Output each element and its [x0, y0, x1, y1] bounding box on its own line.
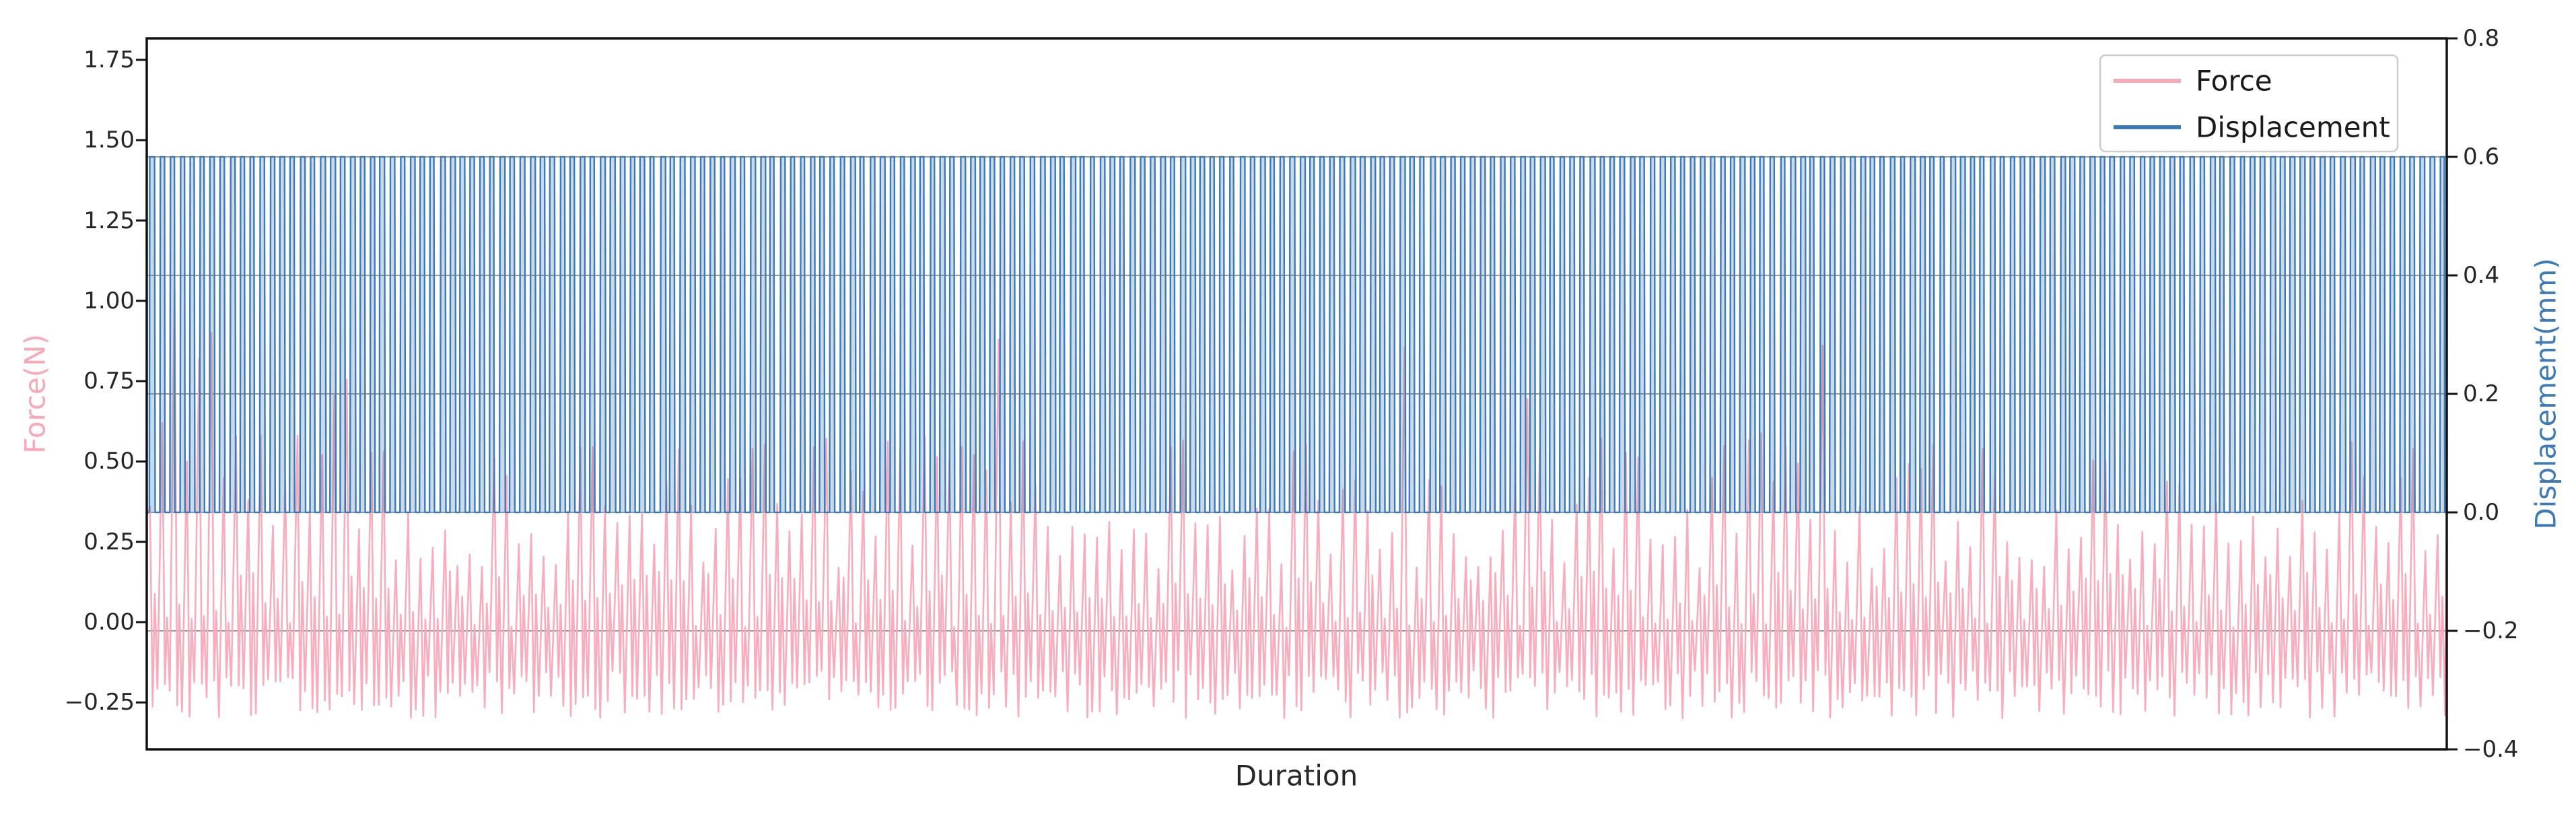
- left-axis-tick-labels: 1.75 1.50 1.25 1.00 0.75 0.50 0.25 0.00 …: [65, 46, 135, 716]
- right-axis-tick-label: −0.2: [2463, 617, 2519, 644]
- tick-marks-group: [136, 37, 2458, 751]
- right-axis-tick-label: −0.4: [2463, 736, 2519, 763]
- right-axis-tick-labels: 0.8 0.6 0.4 0.2 0.0 −0.2 −0.4: [2463, 25, 2519, 763]
- force-axis-label: Force(N): [19, 334, 52, 454]
- right-axis-tick-label: 0.4: [2463, 262, 2499, 289]
- left-axis-tick-label: 0.00: [83, 609, 135, 636]
- force-line: [147, 287, 2447, 720]
- right-axis-tick-label: 0.6: [2463, 143, 2499, 170]
- left-axis-tick-label: 1.75: [83, 46, 135, 73]
- right-axis-tick-label: 0.2: [2463, 380, 2499, 407]
- x-axis-label: Duration: [1235, 759, 1358, 792]
- displacement-legend-label: Displacement: [2196, 111, 2390, 144]
- right-axis-tick-label: 0.0: [2463, 499, 2499, 526]
- right-axis-tick-label: 0.8: [2463, 25, 2499, 52]
- force-legend-label: Force: [2196, 65, 2272, 98]
- left-axis-tick-label: 0.50: [83, 448, 135, 475]
- legend-entry-displacement: Displacement: [2114, 111, 2390, 144]
- series-group: [147, 156, 2447, 720]
- displacement-axis-label: Displacement(mm): [2530, 258, 2563, 529]
- left-axis-tick-label: 1.50: [83, 127, 135, 154]
- left-axis-tick-label: 0.75: [83, 368, 135, 395]
- left-axis-tick-label: 1.00: [83, 287, 135, 314]
- left-axis-tick-label: 0.25: [83, 529, 135, 555]
- left-axis-tick-label: 1.25: [83, 207, 135, 234]
- legend-entry-force: Force: [2114, 65, 2272, 98]
- displacement-line: [147, 156, 2447, 514]
- legend: Force Displacement: [2099, 54, 2399, 153]
- displacement-fill: [147, 157, 2447, 512]
- left-axis-tick-label: −0.25: [65, 689, 135, 716]
